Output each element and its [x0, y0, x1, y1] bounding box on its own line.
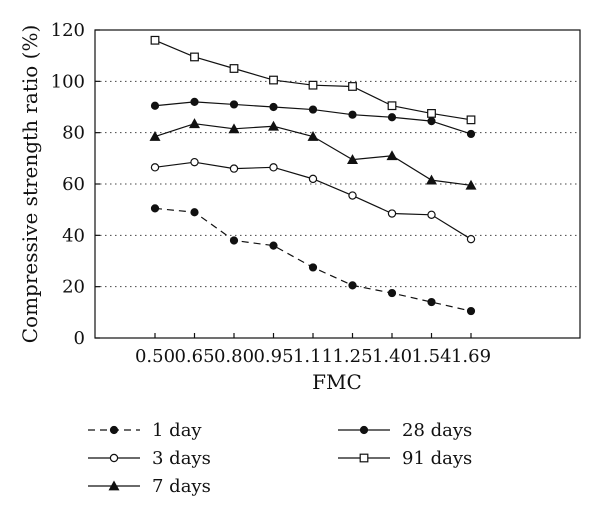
data-point: [190, 97, 199, 106]
data-point: [308, 263, 318, 272]
data-point: [269, 241, 278, 250]
data-point: [229, 236, 239, 245]
data-point: [427, 117, 436, 126]
legend: 1 day 3 days 7 days 28 days 91 days: [88, 420, 472, 497]
data-point: [466, 306, 476, 316]
x-tick-label: 1.69: [451, 346, 491, 367]
data-point: [308, 174, 318, 184]
data-point: [149, 131, 161, 141]
legend-item: 1 day: [88, 420, 202, 441]
data-point: [348, 110, 357, 119]
data-point: [427, 210, 436, 219]
data-point: [190, 52, 199, 62]
x-tick-label: 0.95: [253, 346, 293, 367]
gridlines: [95, 80, 580, 288]
data-point: [465, 179, 477, 190]
x-tick-label: 1.54: [411, 346, 451, 367]
legend-item: 28 days: [338, 420, 472, 441]
data-point: [189, 118, 200, 129]
y-tick-label: 20: [62, 277, 85, 298]
x-tick-label: 0.80: [214, 346, 254, 367]
data-point: [190, 208, 199, 217]
data-point: [427, 109, 436, 118]
data-point: [308, 105, 318, 114]
data-point: [427, 297, 436, 307]
x-tick-label: 1.25: [332, 346, 372, 367]
x-axis-label: FMC: [312, 370, 362, 394]
legend-item: 7 days: [88, 476, 211, 497]
y-axis-label: Compressive strength ratio (%): [18, 25, 42, 344]
y-axis-ticks: 0 20 40 60 80 100 120: [51, 20, 100, 349]
data-point: [150, 204, 160, 213]
data-point: [387, 209, 397, 218]
y-tick-label: 80: [62, 123, 85, 144]
y-tick-label: 120: [51, 20, 85, 41]
series-3-days: [150, 157, 476, 244]
legend-label: 7 days: [152, 476, 211, 497]
data-point: [387, 288, 397, 298]
series-28-days: [150, 97, 476, 139]
plot-area: 0 20 40 60 80 100 120 0.50 0.65 0.80 0.95 1.11 1.25…: [51, 20, 581, 367]
y-tick-label: 0: [74, 328, 85, 349]
legend-item: 91 days: [338, 448, 472, 469]
data-point: [229, 164, 239, 173]
data-point: [308, 80, 318, 90]
x-tick-label: 1.11: [293, 346, 333, 367]
y-tick-label: 60: [62, 174, 85, 195]
data-point: [386, 150, 398, 161]
legend-marker: [359, 425, 369, 435]
legend-marker: [359, 453, 369, 463]
series-7-days: [149, 118, 477, 190]
x-axis-ticks: 0.50 0.65 0.80 0.95 1.11 1.25 1.40 1.54 1.69: [135, 333, 491, 367]
legend-label: 3 days: [152, 448, 211, 469]
data-point: [269, 102, 278, 112]
legend-marker: [108, 480, 120, 491]
series-line: [154, 161, 472, 240]
data-point: [387, 101, 397, 111]
data-point: [229, 100, 239, 109]
y-tick-label: 100: [51, 71, 85, 92]
data-point: [348, 281, 357, 290]
legend-label: 28 days: [402, 420, 472, 441]
data-point: [426, 174, 437, 185]
series-91-days: [150, 35, 476, 125]
data-point: [269, 163, 278, 172]
legend-marker: [109, 425, 119, 435]
data-point: [269, 75, 278, 85]
x-tick-label: 0.65: [174, 346, 214, 367]
data-point: [348, 82, 357, 91]
data-point: [466, 234, 476, 244]
data-point: [466, 129, 476, 139]
data-point: [347, 154, 358, 165]
data-point: [348, 191, 357, 200]
data-point: [268, 120, 279, 131]
legend-label: 91 days: [402, 448, 472, 469]
legend-item: 3 days: [88, 448, 211, 469]
series-layer: [149, 35, 477, 316]
data-point: [307, 131, 319, 141]
x-tick-label: 1.40: [372, 346, 412, 367]
data-point: [150, 163, 160, 172]
x-tick-label: 0.50: [135, 346, 175, 367]
legend-label: 1 day: [152, 420, 202, 441]
data-point: [228, 123, 240, 134]
legend-marker: [109, 453, 119, 463]
data-point: [150, 35, 160, 45]
data-point: [190, 157, 199, 167]
series-1-day: [150, 204, 476, 316]
data-point: [387, 113, 397, 122]
series-line: [154, 207, 472, 312]
y-tick-label: 40: [62, 225, 85, 246]
data-point: [150, 101, 160, 110]
data-point: [466, 115, 476, 125]
data-point: [229, 64, 239, 73]
plot-frame: [94, 29, 581, 339]
